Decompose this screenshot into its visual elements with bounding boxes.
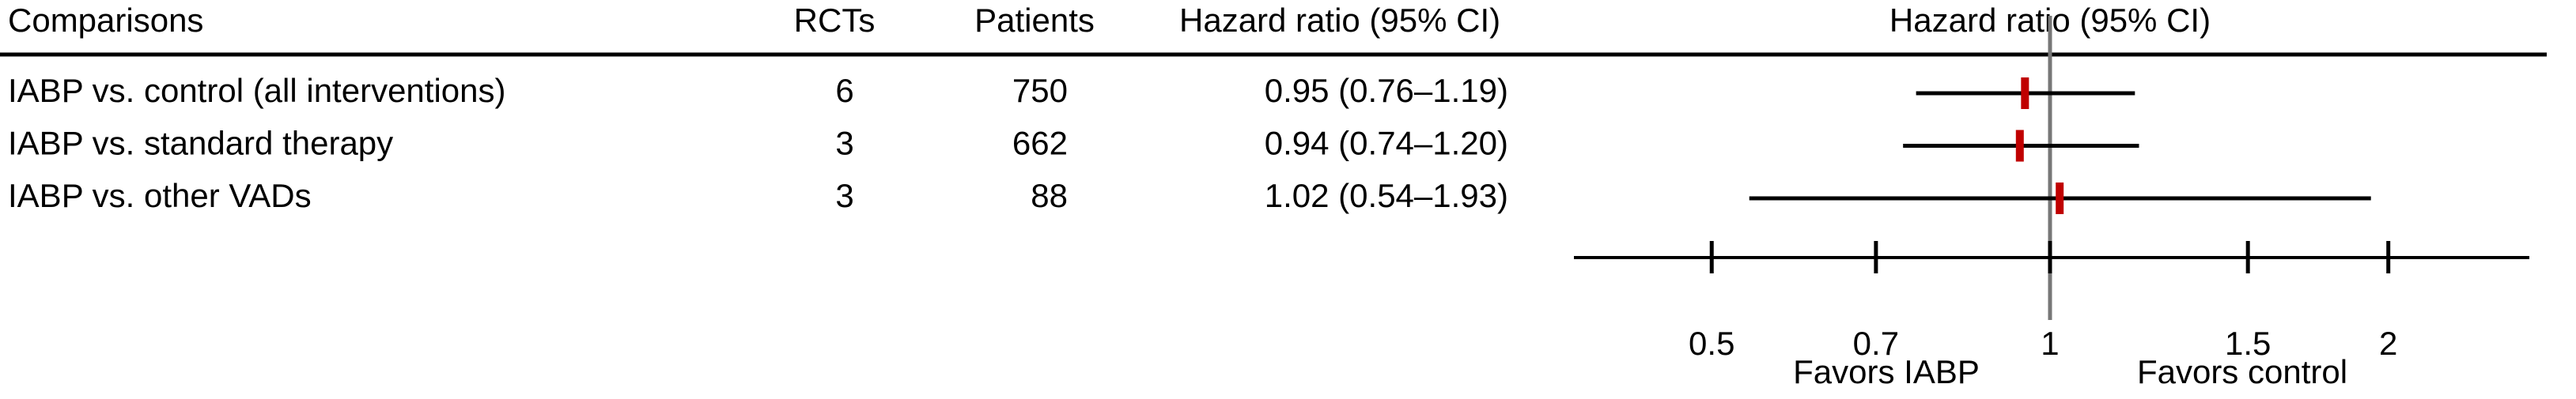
rct-count: 6 <box>835 72 853 109</box>
rct-count: 3 <box>835 125 853 162</box>
annotation: Favors control <box>2137 353 2347 390</box>
x-tick-label: 2 <box>2379 325 2397 362</box>
patient-count: 662 <box>1012 125 1068 162</box>
hazard-ratio-label: 1.02 (0.54–1.93) <box>1265 177 1508 214</box>
annotation: Favors IABP <box>1793 353 1980 390</box>
rct-count: 3 <box>835 177 853 214</box>
x-tick-label: 0.5 <box>1689 325 1734 362</box>
point-estimate <box>2015 130 2024 162</box>
column-header: RCTs <box>794 2 876 39</box>
x-tick-label: 0.7 <box>1853 325 1899 362</box>
row-label: IABP vs. standard therapy <box>8 125 393 162</box>
x-tick-label: 1.5 <box>2225 325 2271 362</box>
hazard-ratio-label: 0.95 (0.76–1.19) <box>1265 72 1508 109</box>
patient-count: 88 <box>1031 177 1068 214</box>
x-tick-label: 1 <box>2041 325 2059 362</box>
point-estimate <box>2056 183 2064 214</box>
hazard-ratio-label: 0.94 (0.74–1.20) <box>1265 125 1508 162</box>
row-label: IABP vs. control (all interventions) <box>8 72 506 109</box>
row-label: IABP vs. other VADs <box>8 177 312 214</box>
column-header: Hazard ratio (95% CI) <box>1179 2 1500 39</box>
point-estimate <box>2021 77 2029 109</box>
column-header: Patients <box>974 2 1095 39</box>
column-header: Comparisons <box>8 2 203 39</box>
patient-count: 750 <box>1012 72 1068 109</box>
